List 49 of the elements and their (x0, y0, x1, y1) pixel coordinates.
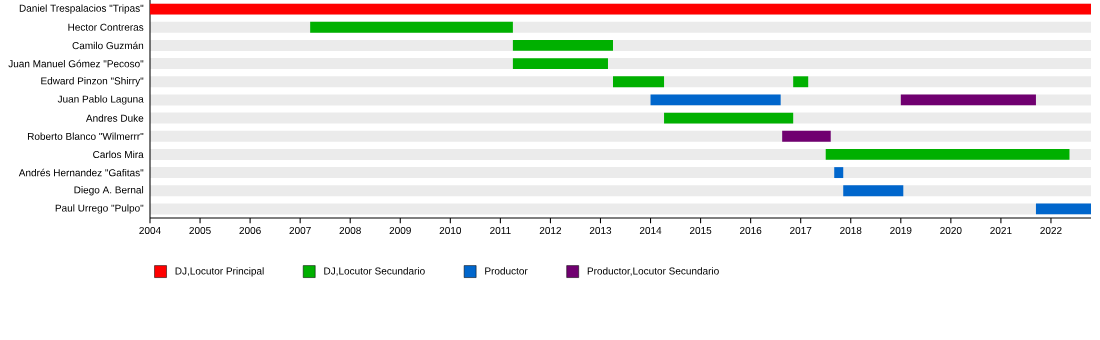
x-tick-label: 2010 (439, 226, 462, 235)
x-tick-label: 2005 (189, 226, 211, 235)
y-tick-label: Carlos Mira (93, 150, 144, 159)
x-tick-label: 2007 (289, 226, 311, 235)
y-tick-label: Paul Urrego "Pulpo" (55, 204, 144, 214)
bar (150, 3, 1091, 15)
x-tick-label: 2011 (490, 226, 511, 235)
bar (1035, 203, 1091, 215)
x-tick-label: 2020 (940, 226, 962, 235)
x-tick-label: 2004 (139, 226, 161, 235)
bar (834, 167, 844, 179)
x-tick-label: 2014 (639, 226, 662, 235)
bar (512, 39, 613, 51)
bar (613, 76, 665, 88)
bar (825, 148, 1070, 160)
y-tick-label: Daniel Trespalacios "Tripas" (19, 4, 144, 14)
x-tick-label: 2015 (689, 226, 712, 235)
x-tick-label: 2022 (1040, 226, 1062, 235)
x-tick-label: 2008 (339, 226, 361, 235)
legend-label: Productor (485, 267, 528, 275)
legend-label: DJ,Locutor Principal (175, 267, 264, 277)
bar (843, 185, 904, 197)
x-tick-label: 2012 (539, 226, 562, 235)
bar (512, 58, 608, 70)
bar (664, 112, 794, 124)
x-tick-label: 2019 (890, 226, 912, 235)
y-tick-label: Roberto Blanco "Wilmerrr" (27, 132, 144, 140)
x-tick-label: 2009 (389, 226, 411, 235)
y-tick-label: Diego A. Bernal (74, 186, 144, 196)
y-tick-label: Andres Duke (85, 114, 144, 122)
x-tick-label: 2013 (589, 226, 612, 235)
y-tick-label: Juan Manuel Gómez "Pecoso" (8, 59, 144, 68)
y-tick-label: Edward Pinzon "Shirry" (41, 77, 144, 87)
x-tick-label: 2018 (840, 226, 862, 235)
y-tick-label: Juan Pablo Laguna (57, 95, 144, 105)
bar (900, 94, 1036, 106)
bar (782, 130, 831, 142)
x-tick-label: 2021 (990, 226, 1012, 235)
x-tick-label: 2006 (239, 226, 261, 235)
y-tick-label: Hector Contreras (68, 23, 144, 31)
x-tick-label: 2016 (740, 226, 762, 235)
x-tick-label: 2017 (790, 226, 812, 235)
bar (793, 76, 809, 88)
legend-label: Productor,Locutor Secundario (587, 267, 719, 276)
legend-label: DJ,Locutor Secundario (324, 267, 425, 276)
y-tick-label: Andrés Hernandez "Gafitas" (18, 168, 144, 177)
bar (650, 94, 781, 106)
y-tick-label: Camilo Guzmán (72, 41, 144, 50)
bar (310, 21, 513, 33)
